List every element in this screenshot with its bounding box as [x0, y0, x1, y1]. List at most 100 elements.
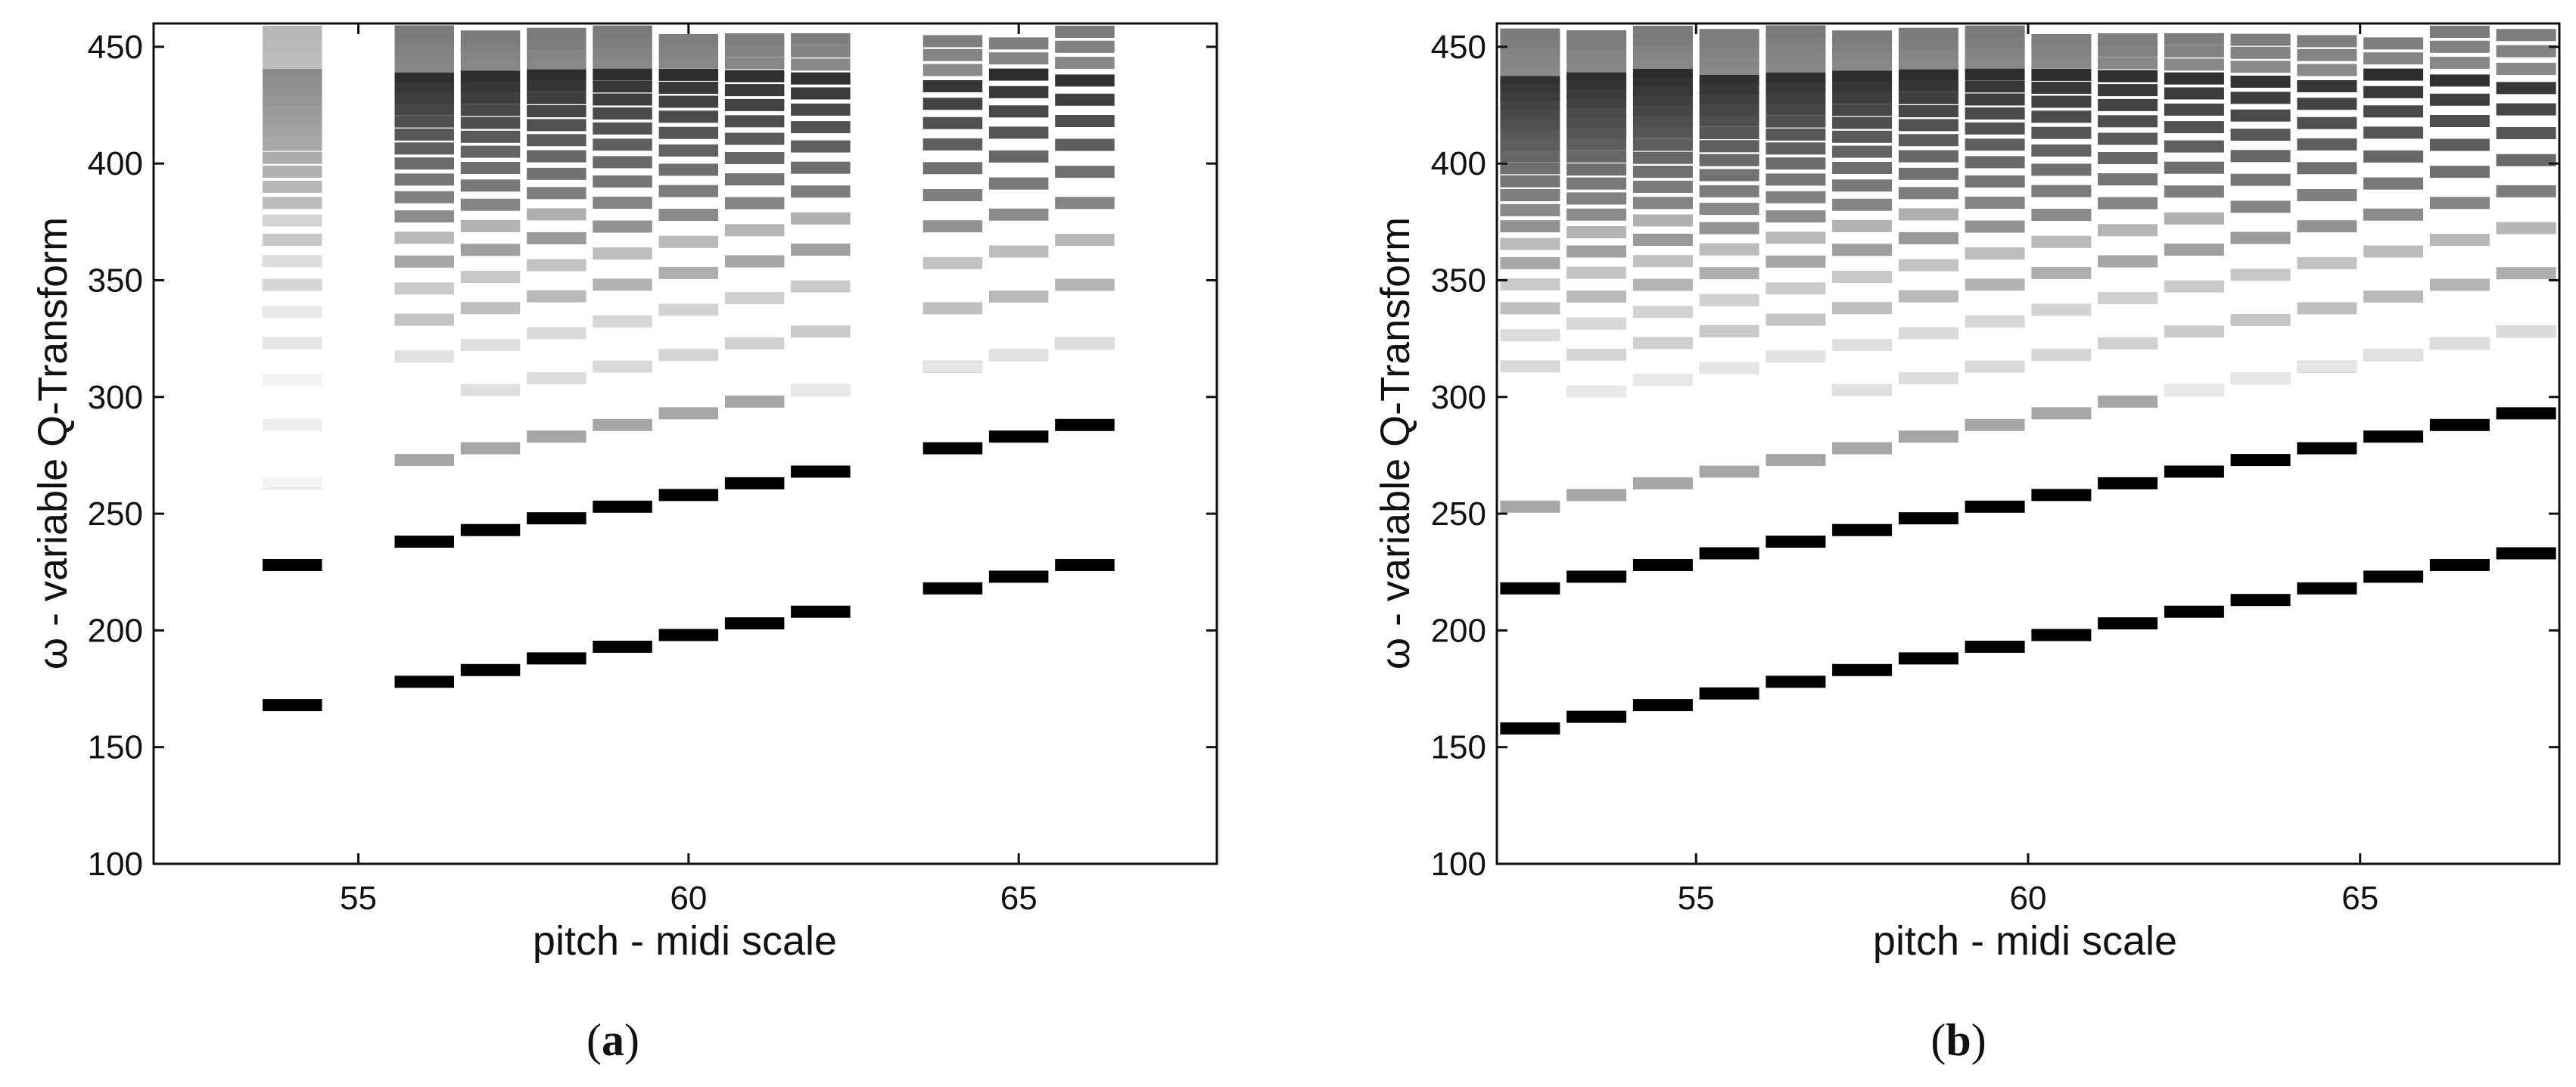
- panel-a-partial-bar: [791, 384, 851, 396]
- panel-b-fundamental-bar: [2363, 570, 2424, 583]
- panel-a-partial-bar: [593, 220, 652, 233]
- panel-a-partial-bar: [658, 235, 719, 248]
- panel-b-fundamental-bar: [2031, 629, 2092, 641]
- panel-a-second-partial-bar: [791, 465, 851, 478]
- panel-b-second-partial-bar: [2031, 489, 2092, 502]
- panel-a-partial-bar: [922, 64, 983, 76]
- panel-b-partial-bar: [1965, 68, 2025, 81]
- panel-b-partial-bar: [2363, 68, 2424, 81]
- panel-b-partial-bar: [2429, 115, 2490, 127]
- panel-a-ytick-label: 400: [88, 145, 143, 182]
- panel-b-partial-bar: [2363, 348, 2424, 361]
- panel-b-fundamental-bar: [2496, 547, 2556, 560]
- panel-b-partial-bar: [1832, 271, 1893, 283]
- panel-b-partial-bar: [2031, 68, 2092, 81]
- panel-b-fundamental-bar: [2230, 594, 2291, 607]
- panel-b-fundamental-bar: [2164, 605, 2224, 618]
- panel-b-partial-bar: [1699, 465, 1759, 478]
- panel-b-partial-bar: [1832, 179, 1893, 192]
- panel-a-partial-bar: [1055, 57, 1115, 70]
- panel-b-partial-bar: [1766, 60, 1826, 73]
- panel-b-partial-bar: [1965, 80, 2025, 93]
- panel-b-partial-bar: [1632, 166, 1693, 179]
- panel-b-ytick-label: 450: [1431, 29, 1486, 66]
- panel-b-partial-bar: [1566, 116, 1627, 128]
- panel-b-partial-bar: [2164, 140, 2224, 153]
- panel-b-xlabel: pitch - midi scale: [1873, 918, 2177, 964]
- panel-b-partial-bar: [1566, 489, 1627, 502]
- panel-b-partial-bar: [1632, 83, 1693, 96]
- panel-b-second-partial-bar: [2363, 430, 2424, 443]
- panel-b-partial-bar: [2363, 290, 2424, 303]
- panel-a-second-partial-bar: [394, 536, 454, 548]
- panel-b-partial-bar: [1766, 454, 1826, 467]
- panel-b-ylabel: ω - variable Q-Transform: [1373, 217, 1418, 669]
- panel-b-partial-bar: [1766, 103, 1826, 116]
- panel-b-partial-bar: [1500, 203, 1560, 216]
- panel-b-partial-bar: [2031, 126, 2092, 139]
- panel-a-partial-bar: [791, 33, 851, 45]
- panel-a-partial-bar: [791, 244, 851, 256]
- panel-b-partial-bar: [1965, 360, 2025, 373]
- panel-b-partial-bar: [1832, 219, 1893, 232]
- panel-a-marks: [263, 25, 1115, 712]
- panel-a-partial-bar: [460, 302, 521, 315]
- panel-b-partial-bar: [2164, 87, 2224, 100]
- panel-b-partial-bar: [1699, 267, 1759, 280]
- panel-b-partial-bar: [2429, 166, 2490, 179]
- panel-a-partial-bar: [460, 384, 521, 396]
- panel-b-partial-bar: [1832, 442, 1893, 455]
- panel-b-partial-bar: [2429, 40, 2490, 53]
- panel-a-partial-bar: [263, 214, 322, 227]
- panel-a-partial-bar: [527, 134, 586, 147]
- panel-b-partial-bar: [2429, 234, 2490, 246]
- panel-b-partial-bar: [2031, 34, 2092, 46]
- panel-b-fundamental-bar: [1898, 652, 1958, 665]
- panel-a-partial-bar: [593, 197, 652, 209]
- panel-a-fundamental-bar: [460, 663, 521, 676]
- panel-b-caption-letter: b: [1946, 1015, 1971, 1065]
- panel-b-partial-bar: [1965, 122, 2025, 135]
- panel-b-partial-bar: [1632, 115, 1693, 127]
- panel-b-partial-bar: [2297, 138, 2357, 151]
- panel-b-partial-bar: [2297, 64, 2357, 76]
- panel-a-partial-bar: [658, 126, 719, 139]
- panel-a-partial-bar: [724, 84, 785, 97]
- panel-a-partial-bar: [988, 52, 1049, 65]
- panel-a-partial-bar: [394, 210, 454, 223]
- panel-b-partial-bar: [1500, 220, 1560, 233]
- panel-a-partial-bar: [1055, 337, 1115, 349]
- panel-b-partial-bar: [1699, 29, 1759, 42]
- panel-b-partial-bar: [2297, 116, 2357, 129]
- panel-b-partial-bar: [1898, 79, 1958, 92]
- panel-a-partial-bar: [593, 35, 652, 48]
- panel-b-partial-bar: [1832, 104, 1893, 116]
- panel-b-partial-bar: [1766, 350, 1826, 363]
- panel-a-partial-bar: [527, 57, 586, 70]
- panel-b-partial-bar: [2164, 161, 2224, 174]
- panel-a-partial-bar: [791, 72, 851, 85]
- panel-b-partial-bar: [1898, 92, 1958, 104]
- panel-a-partial-bar: [460, 162, 521, 174]
- panel-b-partial-bar: [1500, 278, 1560, 290]
- panel-b-second-partial-bar: [2230, 454, 2291, 467]
- panel-a-partial-bar: [460, 79, 521, 92]
- panel-a-xtick-label: 55: [340, 880, 377, 917]
- panel-b-partial-bar: [1832, 48, 1893, 61]
- panel-b-partial-bar: [2164, 280, 2224, 293]
- panel-b-partial-bar: [2230, 150, 2291, 163]
- panel-b-partial-bar: [1566, 245, 1627, 258]
- panel-a-partial-bar: [460, 271, 521, 283]
- panel-b-partial-bar: [2098, 224, 2158, 237]
- panel-a-partial-bar: [724, 197, 785, 210]
- panel-b-partial-bar: [1965, 278, 2025, 291]
- panel-a-partial-bar: [460, 69, 521, 82]
- panel-b-fundamental-bar: [1500, 722, 1560, 735]
- panel-b-partial-bar: [2363, 208, 2424, 221]
- panel-b-partial-bar: [1699, 203, 1759, 216]
- panel-b-partial-bar: [1500, 150, 1560, 163]
- panel-a-partial-bar: [724, 337, 785, 349]
- panel-a-partial-bar: [527, 105, 586, 117]
- panel-b-partial-bar: [1965, 175, 2025, 188]
